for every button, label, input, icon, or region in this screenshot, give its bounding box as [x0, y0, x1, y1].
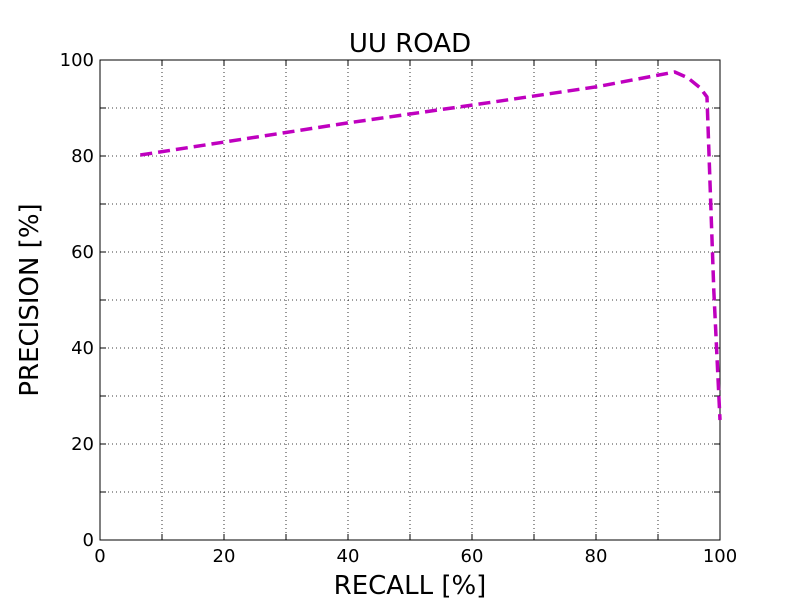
y-tick-label: 80	[71, 146, 94, 167]
y-tick-label: 40	[71, 338, 94, 359]
x-tick-label: 0	[94, 546, 105, 567]
chart-title: UU ROAD	[349, 29, 471, 59]
curve	[140, 70, 722, 421]
y-tick-label: 0	[83, 530, 94, 551]
y-axis-label: PRECISION [%]	[15, 203, 45, 396]
x-tick-label: 20	[213, 546, 236, 567]
y-tick-label: 100	[60, 50, 94, 71]
x-axis-label: RECALL [%]	[334, 571, 487, 600]
plot-frame	[99, 59, 721, 541]
x-tick-label: 100	[703, 546, 737, 567]
y-tick-label: 20	[71, 434, 94, 455]
x-tick-label: 60	[461, 546, 484, 567]
x-tick-label: 40	[337, 546, 360, 567]
y-tick-label: 60	[71, 242, 94, 263]
x-tick-label: 80	[585, 546, 608, 567]
